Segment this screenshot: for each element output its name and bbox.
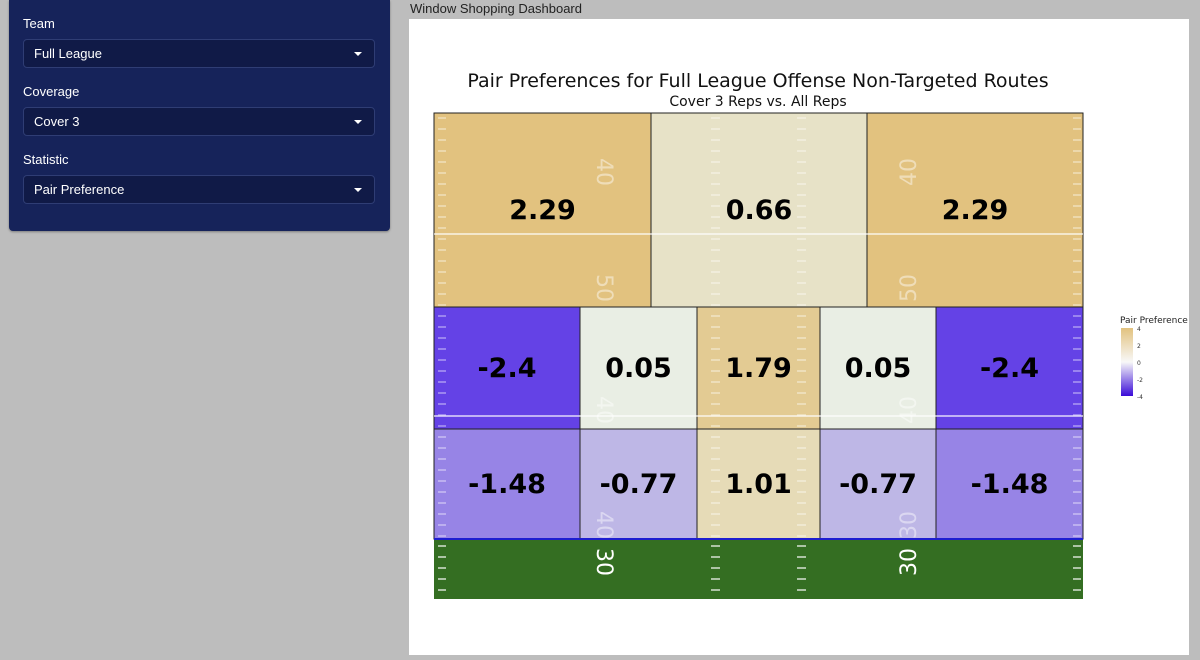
legend-tick-label: 0 (1137, 360, 1141, 367)
cell-value-label: 0.05 (845, 353, 912, 384)
chart-subtitle: Cover 3 Reps vs. All Reps (669, 94, 846, 110)
yard-number: 40 (897, 396, 922, 424)
cell-value-label: -2.4 (980, 353, 1039, 384)
coverage-select[interactable]: Cover 3 (23, 107, 375, 136)
heatmap-cell (819, 428, 937, 540)
team-select[interactable]: Full League (23, 39, 375, 68)
cell-value-label: 1.01 (725, 469, 792, 500)
coverage-select-value: Cover 3 (34, 114, 80, 129)
cell-value-label: -0.77 (600, 469, 678, 500)
legend-tick-label: -2 (1137, 377, 1143, 384)
coverage-label: Coverage (23, 84, 80, 99)
turf-strip (434, 539, 1083, 599)
cell-value-label: -1.48 (468, 469, 546, 500)
chevron-down-icon (354, 188, 362, 192)
sidebar: Team Full League Coverage Cover 3 Statis… (9, 0, 390, 231)
cell-value-label: -2.4 (477, 353, 536, 384)
team-label: Team (23, 16, 55, 31)
legend-tick-label: 2 (1137, 343, 1141, 350)
heatmap-cell (433, 112, 652, 308)
yard-number: 40 (591, 511, 616, 539)
heatmap-cell (935, 306, 1084, 430)
statistic-label: Statistic (23, 152, 69, 167)
heatmap-cell (866, 112, 1084, 308)
yard-number: 30 (897, 511, 922, 539)
turf-yard-number: 30 (897, 548, 922, 576)
cell-value-label: 0.66 (726, 195, 793, 226)
cell-value-label: 2.29 (942, 195, 1009, 226)
heatmap-chart: Pair Preferences for Full League Offense… (433, 70, 1188, 599)
cell-value-label: 1.79 (725, 353, 792, 384)
heatmap-cell (579, 306, 698, 430)
legend-title: Pair Preference (1120, 316, 1188, 326)
heatmap-cell (935, 428, 1084, 540)
yard-number: 50 (897, 274, 922, 302)
cell-value-label: -1.48 (971, 469, 1049, 500)
team-select-value: Full League (34, 46, 102, 61)
yard-number: 50 (591, 274, 616, 302)
cell-value-label: 0.05 (605, 353, 672, 384)
yard-number: 40 (897, 158, 922, 186)
legend-tick-label: -4 (1137, 394, 1143, 401)
turf-yard-number: 30 (591, 548, 616, 576)
yard-number: 40 (591, 158, 616, 186)
chevron-down-icon (354, 120, 362, 124)
statistic-select-value: Pair Preference (34, 182, 125, 197)
heatmap-cell (579, 428, 698, 540)
cell-value-label: 2.29 (509, 195, 576, 226)
legend-tick-label: 4 (1137, 326, 1141, 333)
cell-value-label: -0.77 (839, 469, 917, 500)
heatmap-cell (433, 306, 581, 430)
statistic-select[interactable]: Pair Preference (23, 175, 375, 204)
legend-colorbar (1121, 328, 1133, 396)
dashboard-title: Window Shopping Dashboard (410, 1, 582, 16)
chevron-down-icon (354, 52, 362, 56)
yard-number: 40 (591, 396, 616, 424)
heatmap-cell (650, 112, 868, 308)
chart-title: Pair Preferences for Full League Offense… (467, 70, 1048, 92)
plot-panel: Pair Preferences for Full League Offense… (409, 19, 1189, 655)
